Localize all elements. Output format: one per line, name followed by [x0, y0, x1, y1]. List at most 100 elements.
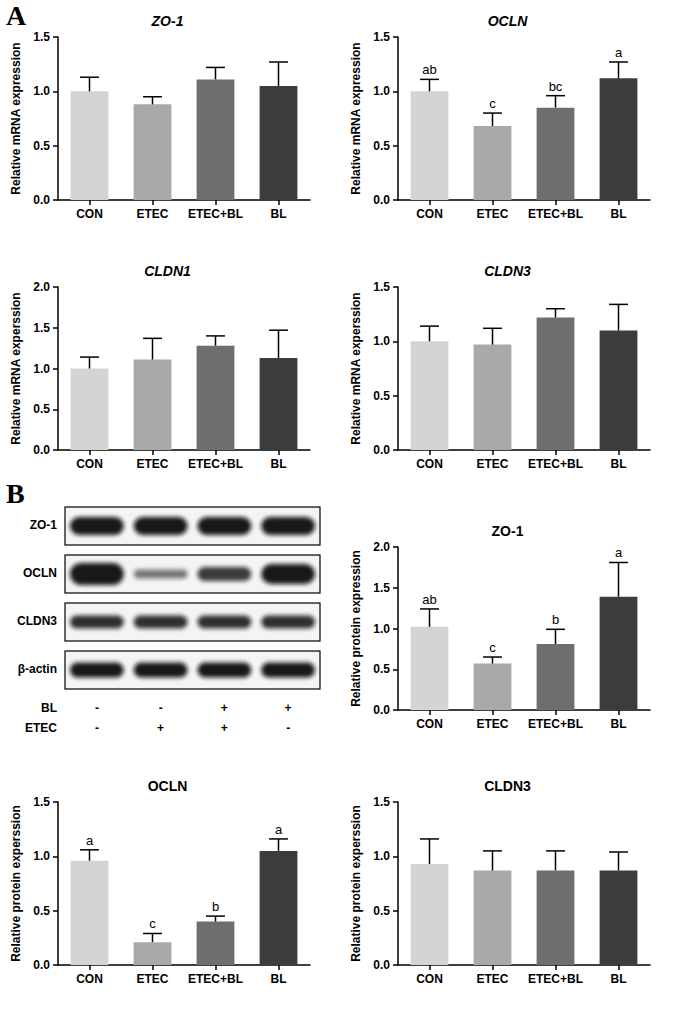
- svg-text:ETEC: ETEC: [136, 972, 168, 986]
- svg-text:BL: BL: [271, 457, 287, 471]
- svg-text:c: c: [489, 96, 496, 111]
- svg-text:1.5: 1.5: [33, 321, 50, 335]
- svg-text:1.5: 1.5: [373, 795, 390, 809]
- svg-text:OCLN: OCLN: [488, 13, 529, 29]
- svg-text:CLDN3: CLDN3: [17, 614, 57, 628]
- svg-text:-: -: [286, 721, 290, 735]
- svg-text:BL: BL: [611, 972, 627, 986]
- svg-text:0.5: 0.5: [373, 904, 390, 918]
- svg-text:1.0: 1.0: [33, 362, 50, 376]
- svg-text:ETEC+BL: ETEC+BL: [188, 457, 243, 471]
- svg-text:ETEC: ETEC: [136, 207, 168, 221]
- svg-text:Relative mRNA expression: Relative mRNA expression: [9, 42, 23, 194]
- svg-text:b: b: [212, 899, 219, 914]
- svg-text:1.5: 1.5: [33, 795, 50, 809]
- svg-text:CON: CON: [416, 972, 443, 986]
- svg-text:0.0: 0.0: [373, 193, 390, 207]
- svg-text:CON: CON: [416, 457, 443, 471]
- svg-text:-: -: [95, 701, 99, 715]
- svg-text:BL: BL: [41, 701, 57, 715]
- svg-text:ab: ab: [422, 62, 436, 77]
- svg-text:OCLN: OCLN: [23, 566, 57, 580]
- svg-text:ETEC: ETEC: [476, 717, 508, 731]
- svg-text:ETEC+BL: ETEC+BL: [528, 457, 583, 471]
- svg-text:b: b: [552, 612, 559, 627]
- svg-text:BL: BL: [611, 717, 627, 731]
- svg-text:-: -: [95, 721, 99, 735]
- svg-text:0.5: 0.5: [33, 904, 50, 918]
- svg-text:2.0: 2.0: [33, 280, 50, 294]
- svg-text:β-actin: β-actin: [18, 662, 57, 676]
- svg-text:ETEC: ETEC: [25, 721, 57, 735]
- svg-text:ZO-1: ZO-1: [30, 518, 58, 532]
- svg-text:+: +: [285, 701, 292, 715]
- svg-text:a: a: [86, 833, 94, 848]
- svg-text:ETEC+BL: ETEC+BL: [528, 717, 583, 731]
- svg-text:CON: CON: [76, 972, 103, 986]
- svg-text:a: a: [275, 822, 283, 837]
- svg-text:CLDN1: CLDN1: [144, 263, 191, 279]
- svg-text:Relative mRNA experssion: Relative mRNA experssion: [9, 292, 23, 444]
- html-text:B: B: [6, 478, 25, 509]
- svg-text:OCLN: OCLN: [148, 778, 188, 794]
- svg-text:+: +: [221, 721, 228, 735]
- svg-text:c: c: [149, 916, 156, 931]
- svg-text:+: +: [221, 701, 228, 715]
- svg-text:Relative protein expression: Relative protein expression: [349, 550, 363, 707]
- svg-text:ETEC+BL: ETEC+BL: [188, 207, 243, 221]
- svg-text:Relative mRNA experssion: Relative mRNA experssion: [349, 292, 363, 444]
- svg-text:0.5: 0.5: [373, 389, 390, 403]
- svg-text:1.5: 1.5: [33, 30, 50, 44]
- svg-text:0.5: 0.5: [373, 139, 390, 153]
- svg-text:1.5: 1.5: [373, 280, 390, 294]
- svg-text:BL: BL: [611, 457, 627, 471]
- svg-text:BL: BL: [271, 972, 287, 986]
- svg-text:ZO-1: ZO-1: [492, 523, 524, 539]
- svg-text:0.0: 0.0: [33, 958, 50, 972]
- svg-text:0.0: 0.0: [33, 193, 50, 207]
- svg-text:CON: CON: [76, 207, 103, 221]
- svg-text:1.0: 1.0: [373, 849, 390, 863]
- svg-text:ab: ab: [422, 592, 436, 607]
- svg-text:Relative protein experssion: Relative protein experssion: [9, 805, 23, 962]
- svg-text:Relative protein experssion: Relative protein experssion: [349, 805, 363, 962]
- svg-text:ETEC+BL: ETEC+BL: [528, 207, 583, 221]
- svg-text:ETEC: ETEC: [136, 457, 168, 471]
- svg-text:1.0: 1.0: [373, 622, 390, 636]
- svg-text:CLDN3: CLDN3: [484, 263, 531, 279]
- svg-text:ZO-1: ZO-1: [151, 13, 184, 29]
- svg-text:CON: CON: [416, 717, 443, 731]
- svg-text:Relative mRNA expression: Relative mRNA expression: [349, 42, 363, 194]
- svg-text:BL: BL: [611, 207, 627, 221]
- svg-text:1.0: 1.0: [373, 84, 390, 98]
- svg-text:0.0: 0.0: [373, 703, 390, 717]
- svg-text:ETEC: ETEC: [476, 457, 508, 471]
- svg-text:0.5: 0.5: [33, 139, 50, 153]
- svg-text:CLDN3: CLDN3: [484, 778, 531, 794]
- svg-text:2.0: 2.0: [373, 540, 390, 554]
- svg-text:0.5: 0.5: [33, 402, 50, 416]
- svg-text:1.0: 1.0: [33, 849, 50, 863]
- svg-text:CON: CON: [416, 207, 443, 221]
- svg-text:1.0: 1.0: [373, 334, 390, 348]
- svg-text:0.0: 0.0: [33, 443, 50, 457]
- svg-text:CON: CON: [76, 457, 103, 471]
- svg-text:ETEC+BL: ETEC+BL: [188, 972, 243, 986]
- svg-text:1.0: 1.0: [33, 84, 50, 98]
- html-text:A: A: [6, 0, 27, 31]
- svg-text:ETEC+BL: ETEC+BL: [528, 972, 583, 986]
- svg-text:ETEC: ETEC: [476, 972, 508, 986]
- svg-text:1.5: 1.5: [373, 581, 390, 595]
- svg-text:+: +: [157, 721, 164, 735]
- svg-text:BL: BL: [271, 207, 287, 221]
- svg-text:0.0: 0.0: [373, 958, 390, 972]
- svg-text:a: a: [615, 45, 623, 60]
- svg-text:-: -: [159, 701, 163, 715]
- svg-text:1.5: 1.5: [373, 30, 390, 44]
- svg-text:0.5: 0.5: [373, 662, 390, 676]
- svg-text:bc: bc: [549, 79, 563, 94]
- svg-text:ETEC: ETEC: [476, 207, 508, 221]
- svg-text:0.0: 0.0: [373, 443, 390, 457]
- svg-text:c: c: [489, 640, 496, 655]
- svg-text:a: a: [615, 545, 623, 560]
